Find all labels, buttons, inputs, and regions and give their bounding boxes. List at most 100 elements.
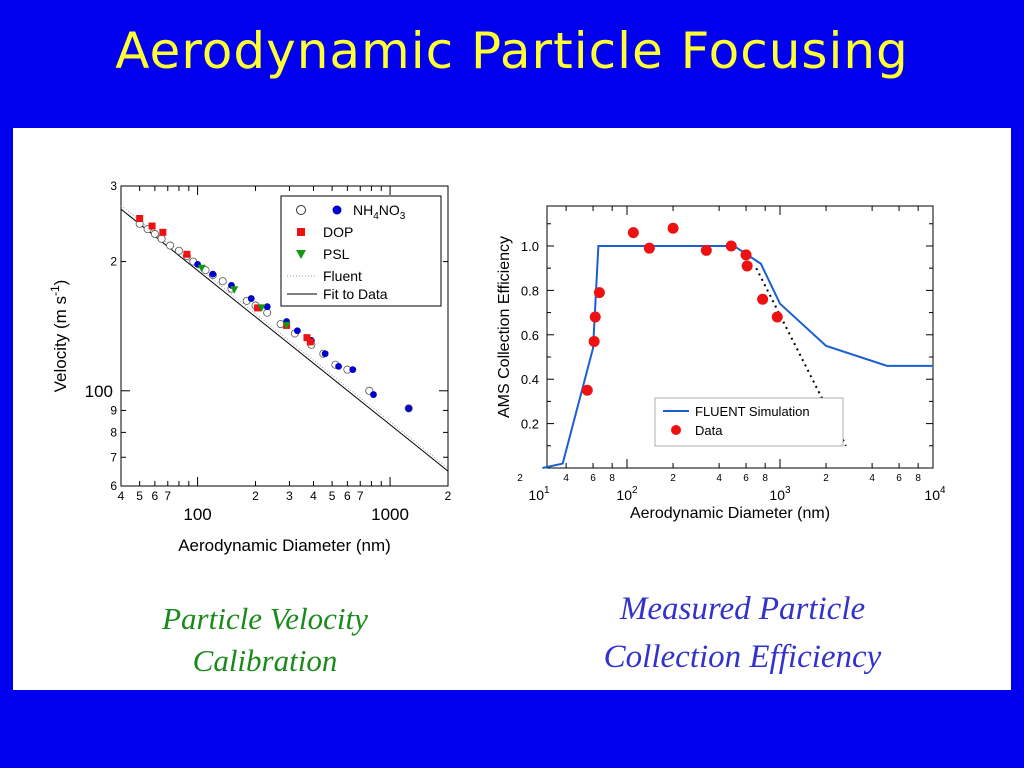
legend-fluent-label: Fluent [323, 268, 362, 284]
y-minor-tick-label: 3 [110, 179, 117, 193]
x-minor-tick-label: 8 [915, 473, 921, 484]
dop-point [254, 304, 262, 312]
legend-simulation-label: FLUENT Simulation [695, 404, 810, 419]
y-major-tick-label: 100 [85, 382, 113, 401]
legend-dop-label: DOP [323, 224, 353, 240]
data-point [643, 242, 655, 254]
dop-point [148, 222, 156, 230]
data-point [771, 311, 783, 323]
data-point [593, 287, 605, 299]
caption-right-line-2: Collection Efficiency [603, 639, 882, 675]
x-minor-tick-label: 5 [136, 489, 143, 503]
dop-point [159, 228, 167, 236]
legend-nh4no3-label: NH4NO3 [353, 202, 406, 222]
x-minor-tick-label: 4 [563, 473, 569, 484]
x-major-tick-label: 101 [528, 485, 550, 503]
caption-collection-efficiency: Measured Particle Collection Efficiency [555, 585, 930, 681]
y-tick-label: 0.8 [521, 283, 539, 298]
x-minor-tick-label: 7 [357, 489, 364, 503]
caption-left-line-1: Particle Velocity [162, 601, 368, 636]
x-major-tick-label: 103 [769, 485, 791, 503]
dop-point [303, 334, 311, 342]
legend-box [654, 397, 844, 447]
y-tick-label: 0.4 [521, 372, 539, 387]
data-point [581, 384, 593, 396]
collection-efficiency-chart: 0.2 0.4 0.6 0.8 1.0 2 4 6 8 2 4 6 8 2 4 6 8 101 102 103 104 A… [496, 205, 945, 522]
x-axis-title: Aerodynamic Diameter (nm) [630, 505, 830, 522]
data-point [667, 222, 679, 234]
x-minor-tick-label: 8 [762, 473, 768, 484]
psl-point [257, 304, 266, 312]
data-point [589, 311, 601, 323]
x-minor-tick-label: 2 [517, 473, 523, 484]
nh4no3-open-point [174, 246, 183, 255]
psl-point [230, 286, 239, 294]
legend-psl-label: PSL [323, 246, 350, 262]
legend-nh4no3-filled-marker [332, 205, 342, 215]
x-minor-tick-label: 4 [716, 473, 722, 484]
legend-nh4no3-open-marker [296, 205, 306, 215]
x-minor-tick-label: 8 [609, 473, 615, 484]
x-minor-tick-label: 6 [896, 473, 902, 484]
nh4no3-filled-point [370, 391, 377, 398]
nh4no3-filled-point [293, 327, 301, 335]
x-minor-tick-label: 4 [118, 489, 125, 503]
x-major-tick-label: 102 [616, 485, 638, 503]
data-point [757, 293, 769, 305]
legend-data-marker [671, 425, 681, 435]
nh4no3-filled-point [247, 295, 255, 302]
x-minor-tick-label: 2 [670, 473, 676, 484]
x-minor-tick-label: 4 [310, 489, 317, 503]
y-minor-tick-label: 8 [110, 425, 117, 439]
x-minor-tick-label: 3 [286, 489, 293, 503]
caption-velocity-calibration: Particle Velocity Calibration [115, 598, 415, 682]
legend-data-label: Data [695, 423, 723, 438]
legend-psl-marker [296, 250, 306, 259]
nh4no3-filled-point [335, 362, 342, 370]
nh4no3-filled-point [209, 270, 217, 278]
fit-line [120, 208, 449, 472]
x-minor-tick-label: 2 [252, 489, 259, 503]
plot-frame [546, 205, 934, 469]
y-minor-tick-label: 7 [110, 450, 117, 464]
dop-point [306, 338, 314, 346]
x-major-tick-label: 104 [924, 485, 945, 503]
data-point [741, 260, 753, 272]
y-axis-title: Velocity (m s-1) [48, 280, 70, 393]
x-major-tick-label: 1000 [371, 505, 409, 524]
nh4no3-open-point [263, 308, 272, 317]
plot-frame [120, 185, 449, 487]
nh4no3-open-point [166, 241, 175, 250]
slide-title: Aerodynamic Particle Focusing [115, 22, 909, 80]
psl-point [282, 321, 291, 330]
x-minor-tick-label: 6 [152, 489, 159, 503]
y-tick-label: 0.6 [521, 328, 539, 343]
nh4no3-open-point [157, 234, 166, 243]
legend-dop-marker [297, 228, 305, 236]
dop-point [136, 214, 144, 222]
data-point [627, 227, 639, 239]
x-minor-tick-label: 6 [344, 489, 351, 503]
caption-left-line-2: Calibration [192, 643, 338, 678]
nh4no3-filled-point [321, 350, 329, 358]
data-point [740, 249, 752, 261]
x-minor-tick-label: 2 [445, 489, 452, 503]
nh4no3-filled-point [405, 404, 413, 412]
nh4no3-open-point [218, 277, 227, 286]
x-minor-tick-label: 6 [590, 473, 596, 484]
y-axis-title: AMS Collection Efficiency [496, 236, 513, 418]
y-minor-tick-label: 2 [110, 255, 117, 269]
y-minor-tick-label: 6 [110, 479, 117, 493]
caption-right-line-1: Measured Particle [619, 591, 866, 627]
y-tick-label: 1.0 [521, 239, 539, 254]
x-minor-tick-label: 2 [823, 473, 829, 484]
nh4no3-filled-point [349, 366, 357, 374]
data-point [588, 335, 600, 347]
x-minor-tick-label: 5 [329, 489, 336, 503]
legend-box [280, 195, 442, 307]
x-minor-tick-label: 6 [743, 473, 749, 484]
psl-point [197, 264, 206, 273]
dop-point [183, 250, 191, 258]
x-minor-tick-label: 7 [164, 489, 171, 503]
